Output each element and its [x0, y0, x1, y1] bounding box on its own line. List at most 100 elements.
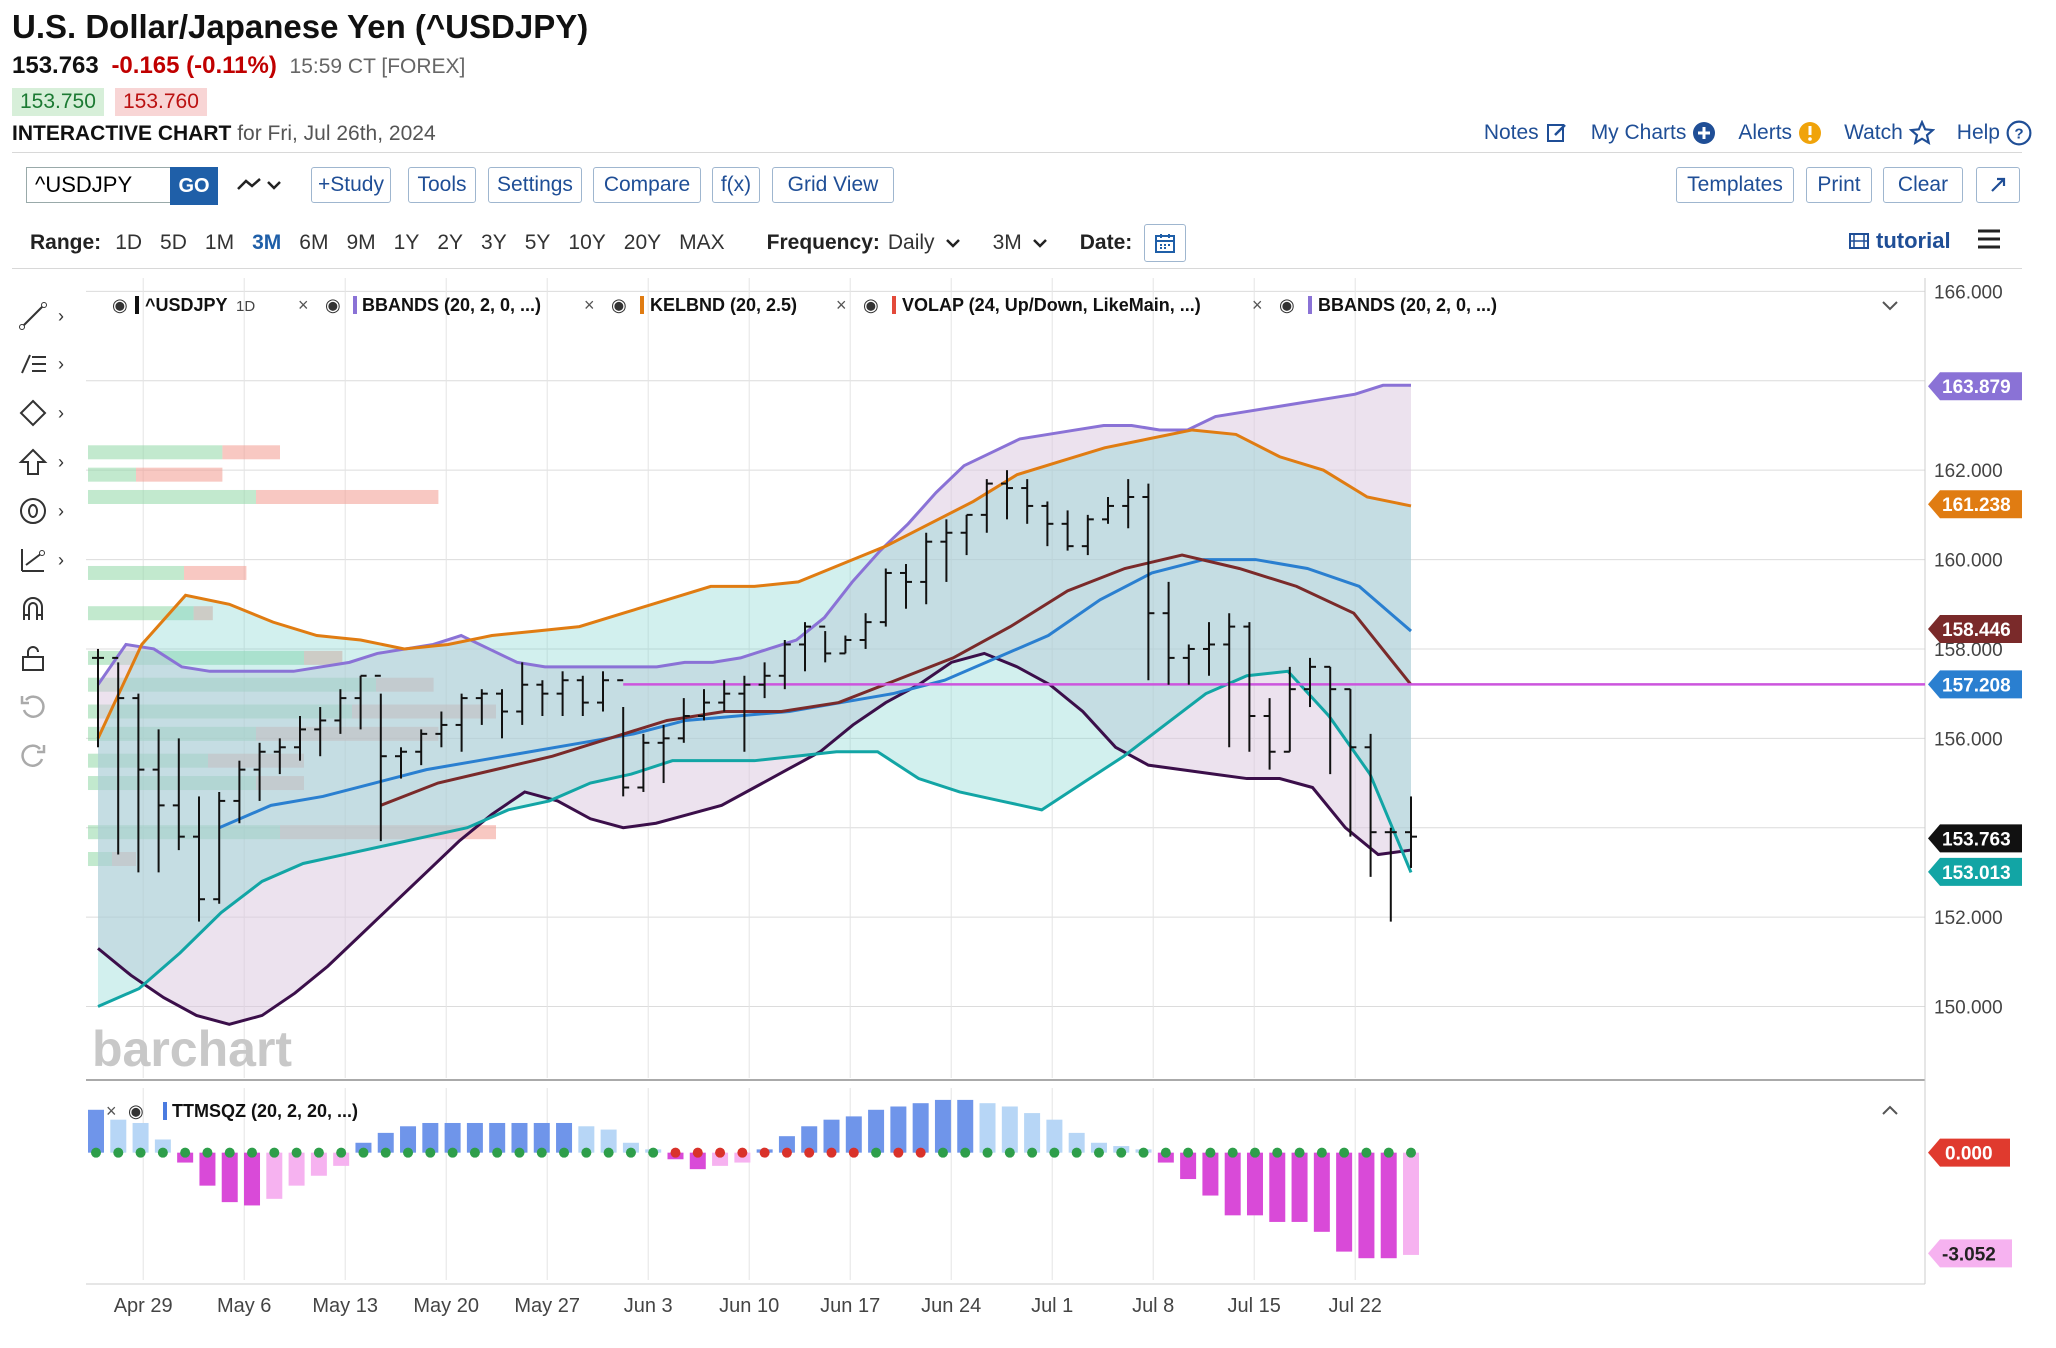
- squeeze-bar: [221, 1152, 238, 1203]
- squeeze-bar: [1313, 1152, 1330, 1232]
- volume-down-bar: [222, 445, 280, 460]
- range-6m[interactable]: 6M: [299, 231, 329, 254]
- hamburger-menu-icon[interactable]: [1976, 224, 2002, 258]
- notes-label: Notes: [1483, 121, 1539, 144]
- chevron-down-icon[interactable]: [943, 233, 963, 253]
- squeeze-bar: [912, 1103, 929, 1153]
- legend-eye-icon[interactable]: ◉: [325, 295, 341, 315]
- squeeze-dot: [202, 1147, 213, 1158]
- range-2y[interactable]: 2Y: [437, 231, 464, 254]
- tools-button[interactable]: Tools: [408, 167, 476, 203]
- squeeze-bar: [489, 1122, 506, 1153]
- squeeze-dot: [737, 1147, 748, 1158]
- go-button[interactable]: GO: [170, 167, 218, 205]
- fib-tool[interactable]: ›: [18, 344, 78, 384]
- price-tag: [1928, 490, 2022, 519]
- measure-icon: [21, 549, 45, 572]
- clear-button[interactable]: Clear: [1883, 167, 1963, 203]
- expand-button[interactable]: [1976, 167, 2020, 203]
- legend-collapse-icon[interactable]: [1882, 301, 1898, 311]
- squeeze-dot: [536, 1147, 547, 1158]
- toolbar: GO +Study Tools Settings Compare f(x) Gr…: [26, 167, 2026, 207]
- legend-remove-icon[interactable]: ×: [1252, 295, 1263, 315]
- squeeze-dot: [180, 1147, 191, 1158]
- watch-link[interactable]: Watch: [1844, 120, 1935, 146]
- squeeze-bar: [778, 1136, 795, 1153]
- legend-eye-icon[interactable]: ◉: [611, 295, 627, 315]
- squeeze-bar: [199, 1152, 216, 1186]
- tutorial-link[interactable]: tutorial: [1848, 228, 1951, 254]
- range-10y[interactable]: 10Y: [568, 231, 606, 254]
- study-button[interactable]: +Study: [311, 167, 391, 203]
- settings-button[interactable]: Settings: [488, 167, 582, 203]
- fib-tool-icon: [21, 354, 46, 374]
- lower-collapse-icon[interactable]: [1882, 1105, 1898, 1115]
- lower-eye-icon[interactable]: ◉: [128, 1101, 144, 1121]
- range-1y[interactable]: 1Y: [393, 231, 420, 254]
- undo-button[interactable]: [18, 687, 78, 727]
- print-button[interactable]: Print: [1806, 167, 1872, 203]
- squeeze-bar: [957, 1099, 974, 1153]
- legend-eye-icon[interactable]: ◉: [1279, 295, 1295, 315]
- legend: ◉ ^USDJPY 1D × ◉ BBANDS (20, 2, 0, ...) …: [106, 295, 1898, 1121]
- squeeze-bar: [979, 1103, 996, 1153]
- range-max[interactable]: MAX: [679, 231, 725, 254]
- alerts-link[interactable]: Alerts: [1738, 120, 1822, 146]
- frequency-select[interactable]: Daily: [887, 231, 935, 254]
- range-1d[interactable]: 1D: [115, 231, 143, 254]
- arrow-tool[interactable]: ›: [18, 442, 78, 482]
- range-3y[interactable]: 3Y: [481, 231, 507, 254]
- shape-tool[interactable]: ›: [18, 393, 78, 433]
- x-tick-label: May 27: [514, 1295, 580, 1317]
- legend-eye-icon[interactable]: ◉: [863, 295, 879, 315]
- watch-label: Watch: [1844, 121, 1903, 144]
- range-3m[interactable]: 3M: [252, 231, 282, 254]
- function-button[interactable]: f(x): [712, 167, 760, 203]
- help-link[interactable]: Help ?: [1957, 120, 2032, 146]
- chevron-down-icon[interactable]: [1030, 233, 1050, 253]
- measure-tool[interactable]: ›: [18, 540, 78, 580]
- range-5y[interactable]: 5Y: [524, 231, 551, 254]
- keltner-lower-line: [97, 669, 1413, 1008]
- range-20y[interactable]: 20Y: [623, 231, 662, 254]
- marker-tool[interactable]: ›: [18, 491, 78, 531]
- legend-remove-icon[interactable]: ×: [298, 295, 309, 315]
- legend-remove-icon[interactable]: ×: [584, 295, 595, 315]
- lower-remove-icon[interactable]: ×: [106, 1101, 117, 1121]
- legend-remove-icon[interactable]: ×: [836, 295, 847, 315]
- range-9m[interactable]: 9M: [346, 231, 376, 254]
- x-tick-label: Jun 24: [921, 1295, 981, 1317]
- squeeze-dot: [469, 1147, 480, 1158]
- legend-swatch-bbands-2: [1308, 296, 1312, 314]
- squeeze-bar: [1403, 1152, 1419, 1255]
- keltner-fill: [98, 429, 1411, 1007]
- band-lines: [96, 383, 1925, 1026]
- squeeze-bar: [1224, 1152, 1241, 1216]
- bb-lower-line: [97, 651, 1412, 1026]
- notes-link[interactable]: Notes: [1484, 120, 1569, 146]
- grid-view-button[interactable]: Grid View: [772, 167, 894, 203]
- legend-close-x[interactable]: ◉: [112, 295, 128, 315]
- range-5d[interactable]: 5D: [160, 231, 187, 254]
- volume-down-bar: [304, 650, 343, 665]
- compare-button[interactable]: Compare: [593, 167, 701, 203]
- date-picker-button[interactable]: [1144, 224, 1187, 262]
- magnet-tool[interactable]: [18, 589, 78, 629]
- squeeze-dot: [1183, 1147, 1194, 1158]
- templates-button[interactable]: Templates: [1676, 167, 1794, 203]
- line-tool[interactable]: ›: [18, 296, 78, 336]
- help-icon: ?: [2006, 120, 2032, 146]
- range-1m[interactable]: 1M: [204, 231, 235, 254]
- redo-button[interactable]: [18, 736, 78, 776]
- squeeze-dot: [157, 1147, 168, 1158]
- lock-tool[interactable]: [18, 638, 78, 678]
- my-charts-link[interactable]: My Charts: [1591, 120, 1717, 146]
- period-select[interactable]: 3M: [992, 231, 1022, 254]
- symbol-input[interactable]: [26, 167, 170, 203]
- squeeze-dot: [648, 1147, 659, 1158]
- chart-type-dropdown[interactable]: [231, 167, 291, 203]
- squeeze-bar: [556, 1122, 573, 1153]
- last-price: 153.763: [12, 52, 99, 79]
- squeeze-dot: [425, 1147, 436, 1158]
